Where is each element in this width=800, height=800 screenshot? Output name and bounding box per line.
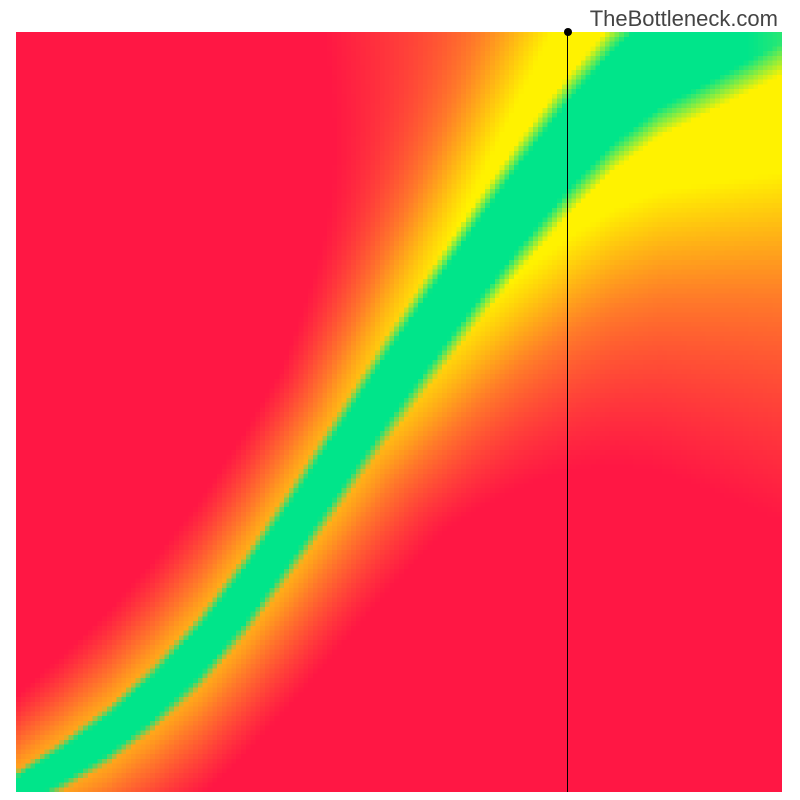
heatmap-canvas: [16, 32, 782, 792]
chart-container: TheBottleneck.com: [0, 0, 800, 800]
marker-vertical-line: [567, 32, 568, 792]
marker-dot: [564, 28, 572, 36]
watermark-text: TheBottleneck.com: [590, 6, 778, 32]
plot-area: [16, 32, 782, 792]
